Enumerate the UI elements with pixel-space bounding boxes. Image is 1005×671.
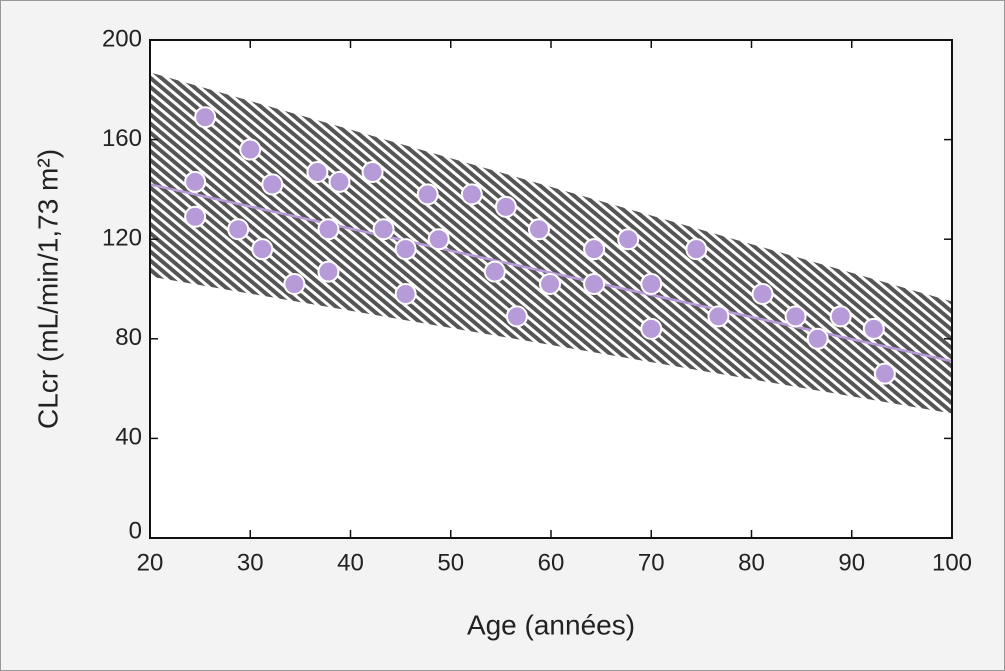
y-axis-label: CLcr (mL/min/1,73 m²): [32, 149, 63, 429]
data-point: [317, 260, 340, 283]
data-point: [416, 183, 439, 206]
data-point: [394, 282, 417, 305]
data-point: [227, 218, 250, 241]
data-point: [707, 305, 730, 328]
data-point: [251, 238, 274, 261]
data-point: [538, 273, 561, 296]
y-tick-label: 40: [115, 424, 142, 451]
y-tick-label: 80: [115, 324, 142, 351]
y-tick-label: 160: [102, 125, 142, 152]
confidence-band: [150, 72, 952, 414]
data-point: [328, 170, 351, 193]
data-point: [427, 228, 450, 251]
x-tick-label: 60: [538, 549, 565, 576]
y-tick-label: 200: [102, 25, 142, 52]
x-tick-label: 80: [738, 549, 765, 576]
data-point: [394, 238, 417, 261]
data-point: [306, 160, 329, 183]
x-axis-label: Age (années): [467, 609, 635, 640]
data-point: [494, 195, 517, 218]
data-point: [505, 305, 528, 328]
data-point: [640, 273, 663, 296]
data-point: [283, 273, 306, 296]
data-point: [261, 173, 284, 196]
x-tick-label: 50: [437, 549, 464, 576]
data-point: [862, 317, 885, 340]
y-tick-label: 0: [129, 517, 142, 544]
data-point: [583, 238, 606, 261]
data-point: [784, 305, 807, 328]
data-point: [239, 138, 262, 161]
data-point: [527, 218, 550, 241]
x-tick-label: 100: [932, 549, 972, 576]
data-point: [372, 218, 395, 241]
data-point: [184, 205, 207, 228]
data-point: [583, 273, 606, 296]
data-point: [194, 106, 217, 129]
data-point: [317, 218, 340, 241]
x-tick-label: 30: [237, 549, 264, 576]
data-point: [685, 238, 708, 261]
y-tick-label: 120: [102, 225, 142, 252]
data-point: [617, 228, 640, 251]
data-point: [460, 183, 483, 206]
data-point: [873, 362, 896, 385]
data-point: [361, 160, 384, 183]
x-tick-label: 20: [137, 549, 164, 576]
data-point: [829, 305, 852, 328]
data-point: [806, 327, 829, 350]
data-point: [184, 170, 207, 193]
data-point: [483, 260, 506, 283]
data-point: [751, 282, 774, 305]
x-tick-label: 90: [838, 549, 865, 576]
data-point: [640, 317, 663, 340]
x-tick-label: 40: [337, 549, 364, 576]
x-tick-label: 70: [638, 549, 665, 576]
